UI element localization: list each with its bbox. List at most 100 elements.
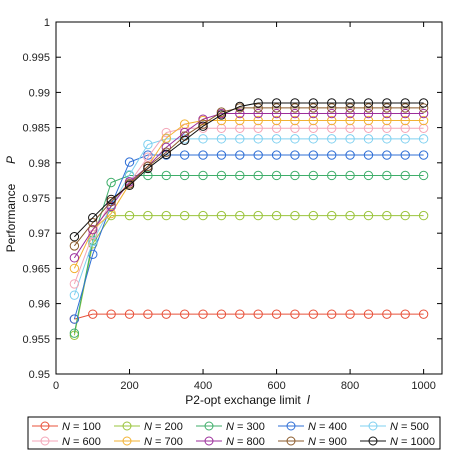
data-point [327, 309, 337, 319]
data-point [216, 110, 227, 120]
legend-item: N = 600 [32, 436, 101, 448]
data-point [161, 149, 171, 160]
data-point [363, 123, 374, 134]
data-point [106, 309, 116, 319]
data-point [216, 107, 227, 117]
legend-label-var: N [226, 436, 234, 448]
data-point [290, 108, 300, 119]
data-point [345, 123, 355, 134]
data-point [418, 150, 429, 160]
data-point [418, 309, 429, 319]
series-line [74, 102, 424, 238]
data-point [418, 170, 429, 181]
data-point [382, 123, 392, 134]
legend-label-var: N [144, 436, 152, 448]
data-point [69, 314, 80, 324]
legend-label: N = 200 [144, 421, 183, 433]
series-n-700 [69, 115, 429, 274]
data-point [308, 134, 319, 144]
legend-label: N = 1000 [390, 436, 435, 448]
data-point [124, 180, 135, 191]
data-point [327, 123, 337, 134]
axes-layer: 0 200 400 600 800 1000 0.95 0.955 0.96 0.965 0.97 0… [22, 17, 443, 392]
legend-label-value: = 400 [316, 421, 347, 433]
data-point [69, 253, 80, 263]
series-line [73, 174, 424, 334]
data-point [363, 103, 374, 113]
data-point [363, 210, 374, 221]
data-point [418, 98, 429, 108]
series-n-400 [69, 150, 429, 324]
legend-label-var: N [308, 436, 316, 448]
legend-label-var: N [226, 421, 234, 433]
legend-label-var: N [390, 421, 398, 433]
data-point [290, 170, 300, 181]
data-point [179, 210, 190, 221]
legend-item: N = 100 [32, 421, 101, 433]
data-point [216, 134, 227, 144]
data-point [216, 170, 227, 181]
legend-label: N = 400 [308, 421, 347, 433]
legend-label-var: N [308, 421, 316, 433]
data-point [161, 142, 171, 153]
data-point [382, 108, 392, 119]
data-point [198, 114, 208, 124]
data-point [88, 236, 98, 247]
data-point [345, 150, 355, 160]
x-axis-title: P2-opt exchange limit [185, 393, 301, 407]
legend-item: N = 1000 [360, 436, 435, 448]
legend-swatch-marker [368, 436, 378, 446]
data-point [179, 170, 190, 181]
data-point [253, 123, 263, 134]
data-point [363, 108, 374, 119]
legend-label: N = 800 [226, 436, 265, 448]
data-point [235, 170, 245, 181]
x-tick-label: 1000 [411, 380, 435, 392]
x-tick-label: 600 [267, 380, 285, 392]
series-n-600 [69, 123, 429, 289]
legend-swatch-marker [122, 436, 132, 446]
data-point [253, 115, 263, 126]
legend-label: N = 700 [144, 436, 183, 448]
data-point [363, 309, 374, 319]
data-point [271, 123, 282, 134]
data-point [198, 309, 208, 319]
data-point [161, 133, 171, 143]
series-n-500 [69, 134, 429, 300]
data-point [253, 103, 263, 113]
legend-label: N = 600 [62, 436, 101, 448]
legend-label: N = 500 [390, 421, 429, 433]
data-point [400, 210, 410, 221]
data-point [345, 108, 355, 119]
legend-label-var: N [62, 421, 70, 433]
data-point [400, 98, 410, 108]
y-tick-label: 1 [44, 17, 50, 29]
data-point [400, 103, 410, 113]
data-point [216, 150, 227, 160]
data-point [363, 170, 374, 181]
y-tick-label: 0.97 [29, 228, 50, 240]
y-axis-label: Performance P [4, 156, 18, 252]
data-point [179, 127, 190, 138]
data-point [198, 150, 208, 160]
data-point [400, 150, 410, 160]
data-point [253, 150, 263, 160]
legend-swatch-marker [286, 421, 296, 431]
x-tick-label: 200 [120, 380, 138, 392]
data-point [179, 309, 190, 319]
legend-label-value: = 100 [70, 421, 101, 433]
data-point [327, 150, 337, 160]
data-point [106, 177, 116, 188]
data-point [363, 150, 374, 160]
data-point [235, 101, 245, 112]
data-point [69, 263, 80, 274]
data-point [235, 115, 245, 126]
data-point [345, 170, 355, 181]
data-point [253, 309, 263, 319]
x-tick-label: 800 [341, 380, 359, 392]
data-point [382, 134, 392, 144]
legend-item: N = 700 [114, 436, 183, 448]
series-n-200 [69, 210, 429, 340]
legend-label: N = 100 [62, 421, 101, 433]
